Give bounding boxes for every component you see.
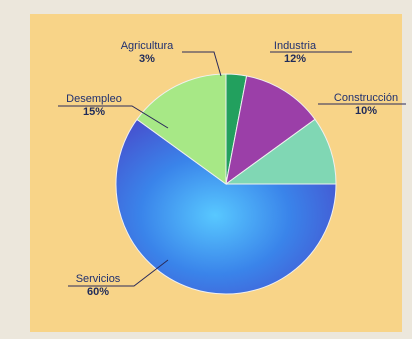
slice-label-industria: Industria — [274, 40, 317, 52]
leader-line-servicios — [68, 259, 169, 287]
slice-label-desempleo: Desempleo — [66, 93, 122, 105]
slice-label-agricultura: Agricultura — [121, 40, 174, 52]
leader-line-agricultura — [182, 51, 222, 77]
pie-slice-servicios — [115, 118, 337, 295]
leader-line-desempleo — [58, 105, 169, 129]
slice-value-construcción: 10% — [355, 105, 377, 117]
slice-value-agricultura: 3% — [139, 53, 155, 65]
slice-value-servicios: 60% — [87, 286, 109, 298]
slice-value-industria: 12% — [284, 53, 306, 65]
slice-label-servicios: Servicios — [76, 273, 121, 285]
pie-slice-industria — [225, 75, 316, 186]
slice-label-construcción: Construcción — [334, 92, 398, 104]
slice-value-desempleo: 15% — [83, 106, 105, 118]
